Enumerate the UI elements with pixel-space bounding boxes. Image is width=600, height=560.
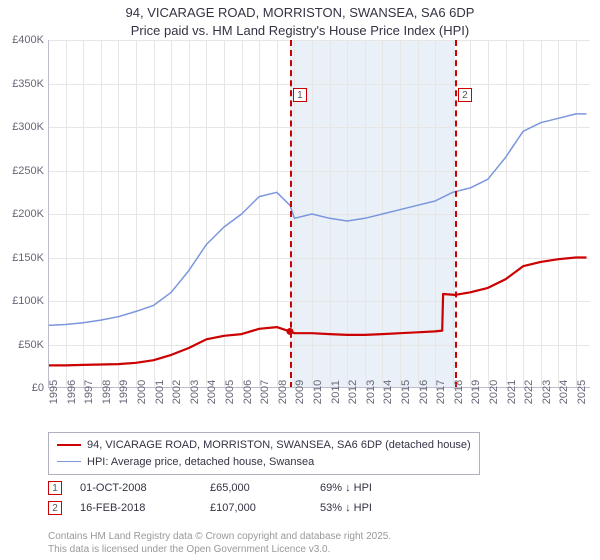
x-tick-label: 2009: [294, 380, 306, 404]
x-tick-label: 2024: [558, 380, 570, 404]
marker-line: [455, 40, 457, 388]
legend-row: 94, VICARAGE ROAD, MORRISTON, SWANSEA, S…: [57, 437, 471, 454]
x-tick-label: 2020: [488, 380, 500, 404]
x-tick-label: 2010: [312, 380, 324, 404]
marker-flag: 1: [293, 88, 307, 102]
x-tick-label: 2013: [365, 380, 377, 404]
x-tick-label: 2016: [418, 380, 430, 404]
y-tick-label: £0: [32, 382, 44, 394]
legend-label: HPI: Average price, detached house, Swan…: [87, 454, 314, 471]
sale-flag: 1: [48, 481, 62, 495]
sale-price: £65,000: [210, 482, 320, 494]
plot-svg: [48, 40, 590, 388]
y-axis: £0£50K£100K£150K£200K£250K£300K£350K£400…: [0, 40, 48, 388]
x-tick-label: 1995: [48, 380, 60, 404]
y-tick-label: £250K: [12, 165, 44, 177]
sale-date: 01-OCT-2008: [80, 482, 210, 494]
marker-flag: 2: [458, 88, 472, 102]
x-tick-label: 1998: [101, 380, 113, 404]
sales-table: 1 01-OCT-2008£65,00069% ↓ HPI 2 16-FEB-2018…: [48, 478, 440, 518]
legend-row: HPI: Average price, detached house, Swan…: [57, 454, 471, 471]
x-tick-label: 2005: [224, 380, 236, 404]
chart-container: 94, VICARAGE ROAD, MORRISTON, SWANSEA, S…: [0, 0, 600, 560]
x-tick-label: 2015: [400, 380, 412, 404]
x-tick-label: 2000: [136, 380, 148, 404]
x-tick-label: 2006: [242, 380, 254, 404]
x-tick-label: 2008: [277, 380, 289, 404]
x-tick-label: 2007: [259, 380, 271, 404]
sale-row: 2 16-FEB-2018£107,00053% ↓ HPI: [48, 498, 440, 518]
x-tick-label: 2017: [435, 380, 447, 404]
x-tick-label: 2012: [347, 380, 359, 404]
x-axis: 1995199619971998199920002001200220032004…: [48, 388, 590, 420]
series-price_paid: [48, 258, 587, 366]
sale-date: 16-FEB-2018: [80, 502, 210, 514]
x-tick-label: 1996: [66, 380, 78, 404]
x-tick-label: 2014: [382, 380, 394, 404]
legend-swatch: [57, 461, 81, 462]
chart-area: £0£50K£100K£150K£200K£250K£300K£350K£400…: [0, 40, 600, 420]
footer-line-1: Contains HM Land Registry data © Crown c…: [48, 531, 391, 542]
legend: 94, VICARAGE ROAD, MORRISTON, SWANSEA, S…: [48, 432, 480, 475]
title-line-2: Price paid vs. HM Land Registry's House …: [131, 23, 469, 38]
x-tick-label: 2025: [576, 380, 588, 404]
y-tick-label: £200K: [12, 208, 44, 220]
footer-attribution: Contains HM Land Registry data © Crown c…: [48, 531, 391, 556]
y-tick-label: £400K: [12, 34, 44, 46]
x-tick-label: 2018: [453, 380, 465, 404]
x-tick-label: 2011: [330, 380, 342, 404]
y-tick-label: £50K: [18, 339, 44, 351]
legend-label: 94, VICARAGE ROAD, MORRISTON, SWANSEA, S…: [87, 437, 471, 454]
legend-swatch: [57, 444, 81, 446]
x-tick-label: 1997: [83, 380, 95, 404]
x-tick-label: 2021: [506, 380, 518, 404]
x-tick-label: 2019: [470, 380, 482, 404]
footer-line-2: This data is licensed under the Open Gov…: [48, 544, 330, 555]
x-tick-label: 2003: [189, 380, 201, 404]
x-tick-label: 2023: [541, 380, 553, 404]
marker-line: [290, 40, 292, 388]
sale-pct: 69% ↓ HPI: [320, 482, 440, 494]
x-tick-label: 2022: [523, 380, 535, 404]
sale-flag: 2: [48, 501, 62, 515]
chart-title: 94, VICARAGE ROAD, MORRISTON, SWANSEA, S…: [0, 0, 600, 39]
x-tick-label: 2004: [206, 380, 218, 404]
y-tick-label: £150K: [12, 252, 44, 264]
x-tick-label: 1999: [118, 380, 130, 404]
sale-pct: 53% ↓ HPI: [320, 502, 440, 514]
x-tick-label: 2001: [154, 380, 166, 404]
sale-price: £107,000: [210, 502, 320, 514]
x-tick-label: 2002: [171, 380, 183, 404]
y-tick-label: £300K: [12, 121, 44, 133]
y-tick-label: £350K: [12, 78, 44, 90]
series-hpi: [48, 114, 587, 326]
y-tick-label: £100K: [12, 295, 44, 307]
plot-background: 12: [48, 40, 590, 388]
title-line-1: 94, VICARAGE ROAD, MORRISTON, SWANSEA, S…: [126, 5, 475, 20]
sale-row: 1 01-OCT-2008£65,00069% ↓ HPI: [48, 478, 440, 498]
